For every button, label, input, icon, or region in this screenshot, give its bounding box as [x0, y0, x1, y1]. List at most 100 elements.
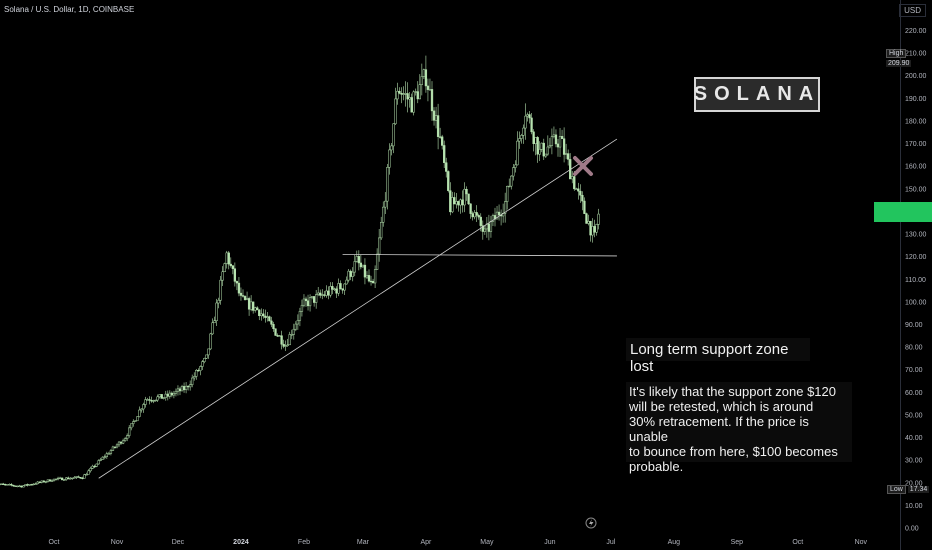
- time-tick-label: Jul: [606, 539, 615, 546]
- lightning-icon[interactable]: [585, 517, 597, 529]
- candle-body: [526, 114, 529, 117]
- candle-body: [357, 256, 360, 264]
- candle-body: [174, 390, 178, 394]
- candle-body: [355, 256, 358, 262]
- support-line[interactable]: [342, 253, 617, 257]
- price-axis[interactable]: 220.00 210.00 200.00 190.00 180.00 170.00 160.…: [900, 0, 927, 550]
- candle-body: [172, 393, 176, 396]
- candle-body: [34, 483, 37, 485]
- candle-body: [510, 175, 513, 187]
- candle-body: [243, 296, 247, 300]
- annotation-headline: Long term support zone lost: [626, 338, 810, 375]
- time-tick-label: Apr: [420, 539, 432, 546]
- price-tick-label: 190.00: [905, 96, 927, 103]
- price-tick-label: 200.00: [905, 73, 927, 80]
- candle-body: [562, 138, 566, 155]
- high-label: High: [886, 49, 907, 58]
- candle-body: [512, 167, 515, 177]
- candle-body: [87, 470, 90, 475]
- price-tick-label: 50.00: [905, 412, 923, 419]
- candle-body: [461, 199, 464, 206]
- candle-body: [386, 167, 389, 202]
- candle-body: [38, 481, 41, 484]
- current-price-tag[interactable]: [874, 202, 932, 223]
- candle-body: [91, 465, 94, 469]
- candle-body: [548, 145, 552, 148]
- candle-body: [254, 307, 257, 311]
- candle-body: [146, 399, 149, 401]
- candle-body: [26, 484, 29, 486]
- candle-body: [418, 84, 421, 100]
- candle-body: [426, 85, 430, 90]
- high-value: 209.90: [886, 60, 912, 67]
- candle-body: [522, 127, 525, 136]
- time-tick-label: Oct: [792, 539, 803, 546]
- candle-body: [410, 97, 413, 113]
- candle-body: [162, 397, 165, 399]
- price-tick-label: 10.00: [905, 503, 923, 510]
- candle-body: [150, 400, 153, 402]
- candle-body: [119, 441, 123, 444]
- candle-body: [550, 136, 554, 146]
- candle-body: [583, 200, 586, 214]
- candle-body: [8, 484, 11, 486]
- time-tick-label: Nov: [855, 539, 868, 546]
- price-tick-label: 0.00: [905, 526, 919, 533]
- candle-body: [117, 441, 121, 446]
- candle-body: [434, 115, 438, 121]
- candle-body: [544, 153, 547, 157]
- candle-body: [457, 201, 460, 206]
- candle-body: [4, 484, 7, 486]
- candle-body: [341, 288, 344, 291]
- candle-body: [300, 304, 304, 312]
- candle-body: [329, 286, 332, 296]
- candle-body: [459, 199, 462, 206]
- candle-body: [398, 90, 401, 94]
- candle-body: [384, 200, 387, 208]
- candle-body: [207, 348, 210, 356]
- candle-body: [475, 212, 478, 216]
- candle-body: [97, 460, 100, 465]
- candle-body: [481, 225, 484, 232]
- trendline[interactable]: [98, 138, 618, 479]
- candle-body: [75, 476, 78, 478]
- price-tick-label: 110.00: [905, 277, 926, 284]
- candle-body: [258, 309, 261, 317]
- candle-body: [197, 370, 200, 372]
- candle-body: [260, 313, 263, 317]
- candle-body: [270, 320, 273, 325]
- candle-body: [306, 300, 310, 307]
- candle-body: [504, 201, 507, 214]
- candle-body: [42, 480, 45, 483]
- candle-body: [284, 345, 287, 347]
- candle-body: [239, 292, 243, 296]
- candle-body: [115, 444, 119, 448]
- candle-body: [308, 297, 312, 307]
- candle-body: [310, 296, 314, 298]
- candle-body: [447, 171, 450, 191]
- candle-body: [65, 477, 68, 481]
- candle-body: [597, 213, 600, 225]
- time-tick-label: Dec: [172, 539, 185, 546]
- high-marker: High 209.90: [884, 49, 932, 69]
- candle-body: [249, 301, 253, 310]
- candle-body: [128, 427, 131, 436]
- currency-label[interactable]: USD: [899, 4, 926, 17]
- candle-body: [528, 114, 531, 119]
- candle-body: [467, 193, 470, 205]
- candle-body: [302, 298, 306, 306]
- time-axis[interactable]: Oct Nov Dec 2024 Feb Mar Apr May Jun Jul Aug Sep Oct…: [49, 539, 868, 546]
- candle-body: [560, 136, 564, 139]
- candle-body: [290, 334, 293, 336]
- candle-body: [201, 361, 204, 367]
- candle-body: [388, 149, 391, 168]
- time-tick-label: Feb: [298, 539, 310, 546]
- candle-body: [95, 463, 98, 467]
- chart-title: Solana / U.S. Dollar, 1D, COINBASE: [4, 5, 135, 14]
- candle-body: [552, 134, 556, 137]
- candle-body: [382, 206, 385, 223]
- time-tick-label: 2024: [233, 539, 249, 546]
- candle-body: [294, 323, 297, 330]
- candle-body: [575, 188, 578, 190]
